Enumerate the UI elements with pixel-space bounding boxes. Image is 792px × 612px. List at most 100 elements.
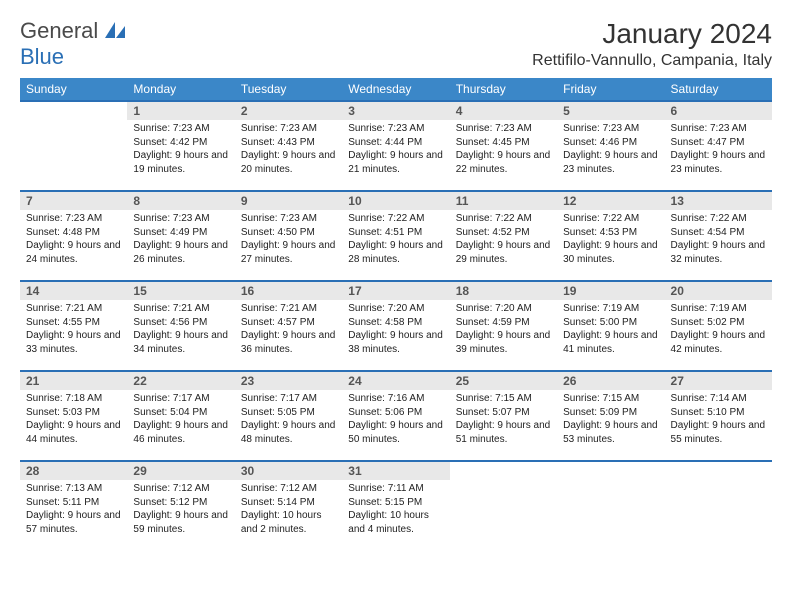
logo-part2: Blue bbox=[20, 44, 64, 69]
sunrise-text: Sunrise: 7:23 AM bbox=[26, 212, 121, 226]
daylight-text: Daylight: 9 hours and 24 minutes. bbox=[26, 239, 121, 266]
sunset-text: Sunset: 5:07 PM bbox=[456, 406, 551, 420]
daylight-text: Daylight: 9 hours and 48 minutes. bbox=[241, 419, 336, 446]
sunset-text: Sunset: 4:59 PM bbox=[456, 316, 551, 330]
daylight-text: Daylight: 9 hours and 19 minutes. bbox=[133, 149, 228, 176]
day-number: 27 bbox=[665, 372, 772, 390]
daylight-text: Daylight: 9 hours and 28 minutes. bbox=[348, 239, 443, 266]
daylight-text: Daylight: 9 hours and 29 minutes. bbox=[456, 239, 551, 266]
sunrise-text: Sunrise: 7:15 AM bbox=[456, 392, 551, 406]
calendar-week: 28Sunrise: 7:13 AMSunset: 5:11 PMDayligh… bbox=[20, 461, 772, 551]
weekday-header: Monday bbox=[127, 78, 234, 101]
daylight-text: Daylight: 9 hours and 39 minutes. bbox=[456, 329, 551, 356]
day-data: Sunrise: 7:17 AMSunset: 5:04 PMDaylight:… bbox=[127, 390, 234, 450]
calendar-cell: 26Sunrise: 7:15 AMSunset: 5:09 PMDayligh… bbox=[557, 371, 664, 461]
header: General Blue January 2024 Rettifilo-Vann… bbox=[20, 18, 772, 70]
sunset-text: Sunset: 5:09 PM bbox=[563, 406, 658, 420]
calendar-cell: 17Sunrise: 7:20 AMSunset: 4:58 PMDayligh… bbox=[342, 281, 449, 371]
calendar-table: SundayMondayTuesdayWednesdayThursdayFrid… bbox=[20, 78, 772, 551]
calendar-cell: 14Sunrise: 7:21 AMSunset: 4:55 PMDayligh… bbox=[20, 281, 127, 371]
day-number: 26 bbox=[557, 372, 664, 390]
weekday-header: Saturday bbox=[665, 78, 772, 101]
day-number: 3 bbox=[342, 102, 449, 120]
calendar-cell: 24Sunrise: 7:16 AMSunset: 5:06 PMDayligh… bbox=[342, 371, 449, 461]
sunset-text: Sunset: 4:58 PM bbox=[348, 316, 443, 330]
day-number: 7 bbox=[20, 192, 127, 210]
day-number: 23 bbox=[235, 372, 342, 390]
day-data: Sunrise: 7:21 AMSunset: 4:57 PMDaylight:… bbox=[235, 300, 342, 360]
sunrise-text: Sunrise: 7:19 AM bbox=[563, 302, 658, 316]
sunset-text: Sunset: 4:49 PM bbox=[133, 226, 228, 240]
sunset-text: Sunset: 4:50 PM bbox=[241, 226, 336, 240]
sunrise-text: Sunrise: 7:17 AM bbox=[241, 392, 336, 406]
sunset-text: Sunset: 5:14 PM bbox=[241, 496, 336, 510]
daylight-text: Daylight: 9 hours and 59 minutes. bbox=[133, 509, 228, 536]
location: Rettifilo-Vannullo, Campania, Italy bbox=[532, 52, 772, 70]
daylight-text: Daylight: 9 hours and 53 minutes. bbox=[563, 419, 658, 446]
sunset-text: Sunset: 4:55 PM bbox=[26, 316, 121, 330]
day-number: 12 bbox=[557, 192, 664, 210]
day-data: Sunrise: 7:23 AMSunset: 4:47 PMDaylight:… bbox=[665, 120, 772, 180]
sunrise-text: Sunrise: 7:22 AM bbox=[348, 212, 443, 226]
weekday-header: Sunday bbox=[20, 78, 127, 101]
calendar-cell: 29Sunrise: 7:12 AMSunset: 5:12 PMDayligh… bbox=[127, 461, 234, 551]
calendar-cell: 7Sunrise: 7:23 AMSunset: 4:48 PMDaylight… bbox=[20, 191, 127, 281]
sunrise-text: Sunrise: 7:20 AM bbox=[348, 302, 443, 316]
sunrise-text: Sunrise: 7:11 AM bbox=[348, 482, 443, 496]
calendar-cell: 28Sunrise: 7:13 AMSunset: 5:11 PMDayligh… bbox=[20, 461, 127, 551]
day-number: 16 bbox=[235, 282, 342, 300]
sunset-text: Sunset: 4:51 PM bbox=[348, 226, 443, 240]
daylight-text: Daylight: 9 hours and 42 minutes. bbox=[671, 329, 766, 356]
sunrise-text: Sunrise: 7:12 AM bbox=[133, 482, 228, 496]
daylight-text: Daylight: 9 hours and 44 minutes. bbox=[26, 419, 121, 446]
daylight-text: Daylight: 9 hours and 23 minutes. bbox=[563, 149, 658, 176]
day-data: Sunrise: 7:19 AMSunset: 5:02 PMDaylight:… bbox=[665, 300, 772, 360]
daylight-text: Daylight: 9 hours and 50 minutes. bbox=[348, 419, 443, 446]
sunrise-text: Sunrise: 7:16 AM bbox=[348, 392, 443, 406]
calendar-cell: 25Sunrise: 7:15 AMSunset: 5:07 PMDayligh… bbox=[450, 371, 557, 461]
calendar-cell: 19Sunrise: 7:19 AMSunset: 5:00 PMDayligh… bbox=[557, 281, 664, 371]
sunset-text: Sunset: 5:11 PM bbox=[26, 496, 121, 510]
day-data: Sunrise: 7:23 AMSunset: 4:48 PMDaylight:… bbox=[20, 210, 127, 270]
day-number: 20 bbox=[665, 282, 772, 300]
sunrise-text: Sunrise: 7:21 AM bbox=[241, 302, 336, 316]
day-data: Sunrise: 7:23 AMSunset: 4:43 PMDaylight:… bbox=[235, 120, 342, 180]
calendar-cell: 20Sunrise: 7:19 AMSunset: 5:02 PMDayligh… bbox=[665, 281, 772, 371]
sunset-text: Sunset: 4:47 PM bbox=[671, 136, 766, 150]
daylight-text: Daylight: 9 hours and 41 minutes. bbox=[563, 329, 658, 356]
sunrise-text: Sunrise: 7:13 AM bbox=[26, 482, 121, 496]
logo-text: General Blue bbox=[20, 18, 127, 70]
weekday-header: Wednesday bbox=[342, 78, 449, 101]
sunset-text: Sunset: 4:52 PM bbox=[456, 226, 551, 240]
daylight-text: Daylight: 9 hours and 32 minutes. bbox=[671, 239, 766, 266]
daylight-text: Daylight: 9 hours and 46 minutes. bbox=[133, 419, 228, 446]
weekday-header: Friday bbox=[557, 78, 664, 101]
calendar-cell: 18Sunrise: 7:20 AMSunset: 4:59 PMDayligh… bbox=[450, 281, 557, 371]
calendar-week: 14Sunrise: 7:21 AMSunset: 4:55 PMDayligh… bbox=[20, 281, 772, 371]
calendar-cell: 8Sunrise: 7:23 AMSunset: 4:49 PMDaylight… bbox=[127, 191, 234, 281]
sunrise-text: Sunrise: 7:14 AM bbox=[671, 392, 766, 406]
sunset-text: Sunset: 5:10 PM bbox=[671, 406, 766, 420]
calendar-week: 1Sunrise: 7:23 AMSunset: 4:42 PMDaylight… bbox=[20, 101, 772, 191]
daylight-text: Daylight: 9 hours and 26 minutes. bbox=[133, 239, 228, 266]
calendar-cell bbox=[557, 461, 664, 551]
calendar-header: SundayMondayTuesdayWednesdayThursdayFrid… bbox=[20, 78, 772, 101]
day-data: Sunrise: 7:14 AMSunset: 5:10 PMDaylight:… bbox=[665, 390, 772, 450]
sunset-text: Sunset: 5:12 PM bbox=[133, 496, 228, 510]
calendar-cell: 2Sunrise: 7:23 AMSunset: 4:43 PMDaylight… bbox=[235, 101, 342, 191]
daylight-text: Daylight: 9 hours and 23 minutes. bbox=[671, 149, 766, 176]
sunset-text: Sunset: 5:00 PM bbox=[563, 316, 658, 330]
sunrise-text: Sunrise: 7:23 AM bbox=[456, 122, 551, 136]
day-data: Sunrise: 7:21 AMSunset: 4:55 PMDaylight:… bbox=[20, 300, 127, 360]
sunrise-text: Sunrise: 7:23 AM bbox=[133, 122, 228, 136]
day-data: Sunrise: 7:11 AMSunset: 5:15 PMDaylight:… bbox=[342, 480, 449, 540]
weekday-header: Tuesday bbox=[235, 78, 342, 101]
daylight-text: Daylight: 10 hours and 4 minutes. bbox=[348, 509, 443, 536]
calendar-cell: 23Sunrise: 7:17 AMSunset: 5:05 PMDayligh… bbox=[235, 371, 342, 461]
calendar-cell: 27Sunrise: 7:14 AMSunset: 5:10 PMDayligh… bbox=[665, 371, 772, 461]
calendar-cell: 4Sunrise: 7:23 AMSunset: 4:45 PMDaylight… bbox=[450, 101, 557, 191]
day-data: Sunrise: 7:22 AMSunset: 4:53 PMDaylight:… bbox=[557, 210, 664, 270]
day-data: Sunrise: 7:21 AMSunset: 4:56 PMDaylight:… bbox=[127, 300, 234, 360]
day-data: Sunrise: 7:17 AMSunset: 5:05 PMDaylight:… bbox=[235, 390, 342, 450]
sunrise-text: Sunrise: 7:19 AM bbox=[671, 302, 766, 316]
